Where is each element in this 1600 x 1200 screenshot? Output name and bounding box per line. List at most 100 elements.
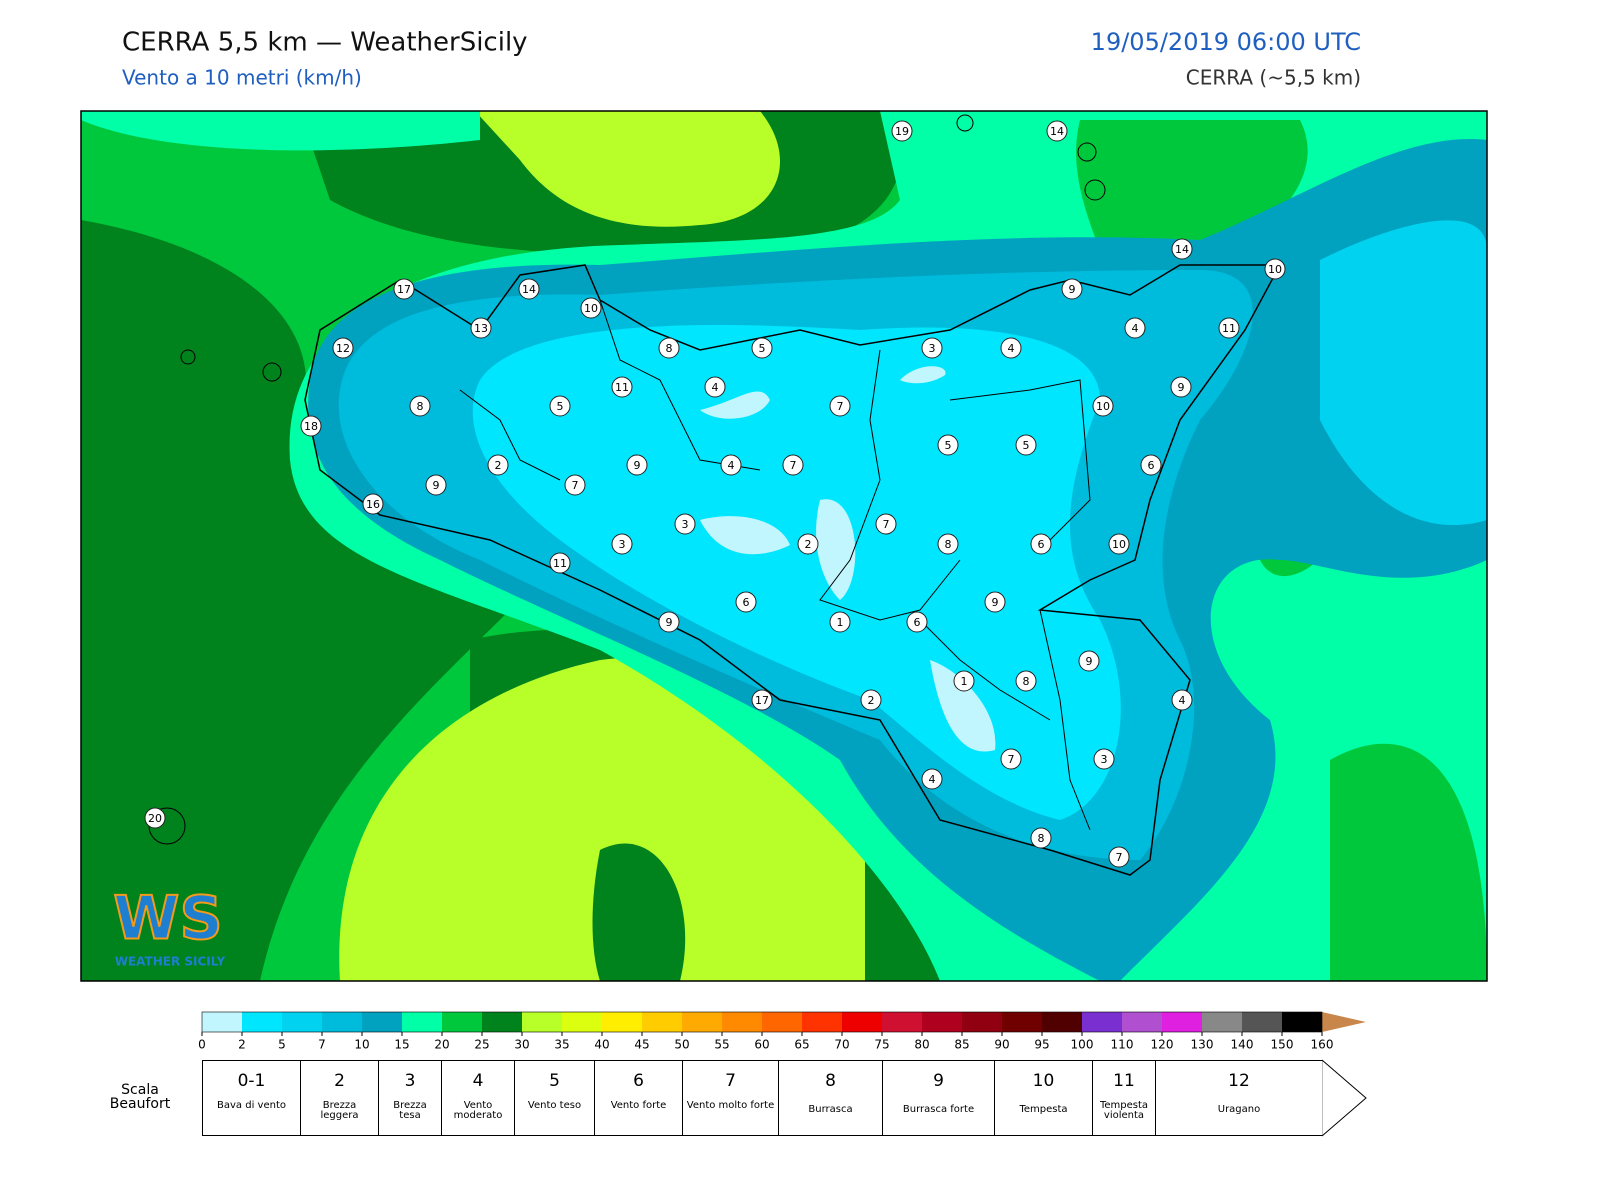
colorbar-tick-label: 90 [994, 1038, 1009, 1052]
beaufort-name: Uragano [1217, 1104, 1261, 1115]
beaufort-name: Brezza tesa [393, 1100, 427, 1121]
station-value: 16 [366, 498, 380, 511]
station-marker [1030, 827, 1052, 849]
station-marker [937, 533, 959, 555]
station-marker [1092, 395, 1114, 417]
station-marker [1124, 317, 1146, 339]
colorbar-segment [1122, 1012, 1162, 1032]
map-frame [80, 110, 1488, 982]
station-marker [611, 376, 633, 398]
station-value: 8 [945, 538, 952, 551]
station-value: 4 [728, 459, 735, 472]
station-marker [704, 376, 726, 398]
beaufort-cell: 10 Tempesta [994, 1060, 1092, 1136]
colorbar-segment [1002, 1012, 1042, 1032]
station-marker [906, 611, 928, 633]
colorbar-tick-label: 5 [278, 1038, 286, 1052]
colorbar-tick-label: 150 [1271, 1038, 1294, 1052]
colorbar-arrow [1322, 1012, 1366, 1032]
colorbar-tick-label: 100 [1071, 1038, 1094, 1052]
station-value: 1 [837, 616, 844, 629]
colorbar-tick-label: 85 [954, 1038, 969, 1052]
station-marker [300, 415, 322, 437]
station-value: 17 [755, 694, 769, 707]
station-marker [751, 689, 773, 711]
station-marker [1093, 748, 1115, 770]
station-value: 7 [572, 479, 579, 492]
station-value: 9 [433, 479, 440, 492]
station-marker [409, 395, 431, 417]
colorbar-segment [922, 1012, 962, 1032]
station-marker [720, 454, 742, 476]
logo-name: WEATHER SICILY [115, 955, 226, 969]
station-marker [470, 317, 492, 339]
station-value: 11 [1222, 322, 1236, 335]
wind-field [81, 111, 1487, 981]
station-value: 5 [759, 342, 766, 355]
beaufort-name: Tempesta [1019, 1104, 1068, 1115]
colorbar-tick-label: 2 [238, 1038, 246, 1052]
station-marker [829, 611, 851, 633]
beaufort-name: Vento teso [527, 1100, 582, 1111]
beaufort-force: 12 [1228, 1071, 1250, 1091]
beaufort-cell: 6 Vento forte [594, 1060, 682, 1136]
station-marker [362, 493, 384, 515]
station-value: 14 [522, 283, 536, 296]
station-value: 4 [1132, 322, 1139, 335]
beaufort-cell: 5 Vento teso [514, 1060, 594, 1136]
colorbar-tick-label: 25 [474, 1038, 489, 1052]
colorbar-tick-label: 15 [394, 1038, 409, 1052]
station-marker [984, 591, 1006, 613]
colorbar-segment [682, 1012, 722, 1032]
station-marker [658, 337, 680, 359]
colorbar-tick-label: 60 [754, 1038, 769, 1052]
station-marker [674, 513, 696, 535]
station-value: 3 [929, 342, 936, 355]
station-value: 7 [837, 400, 844, 413]
station-value: 13 [474, 322, 488, 335]
station-value: 7 [883, 518, 890, 531]
station-marker [1030, 533, 1052, 555]
colorbar-segment [282, 1012, 322, 1032]
beaufort-force: 10 [1032, 1071, 1055, 1091]
station-value: 7 [1008, 753, 1015, 766]
station-value: 12 [336, 342, 350, 355]
beaufort-cell: 3 Brezza tesa [378, 1060, 441, 1136]
colorbar-tick-label: 0 [198, 1038, 206, 1052]
beaufort-cell: 12 Uragano [1155, 1060, 1322, 1136]
station-value: 9 [1178, 381, 1185, 394]
model: CERRA (~5,5 km) [1186, 66, 1361, 90]
station-value: 4 [712, 381, 719, 394]
station-marker [487, 454, 509, 476]
station-value: 6 [1038, 538, 1045, 551]
station-marker [425, 474, 447, 496]
station-marker [1015, 670, 1037, 692]
station-value: 18 [304, 420, 318, 433]
station-marker [626, 454, 648, 476]
station-marker [549, 552, 571, 574]
station-marker [1000, 748, 1022, 770]
station-value: 3 [619, 538, 626, 551]
colorbar-tick-label: 7 [318, 1038, 326, 1052]
station-value: 6 [1148, 459, 1155, 472]
beaufort-name: Vento molto forte [686, 1100, 775, 1111]
colorbar-tick-label: 140 [1231, 1038, 1254, 1052]
station-marker [891, 120, 913, 142]
colorbar-tick-label: 160 [1311, 1038, 1334, 1052]
beaufort-force: 8 [825, 1071, 836, 1091]
beaufort-name: Brezza leggera [320, 1100, 359, 1121]
colorbar-tick-label: 40 [594, 1038, 609, 1052]
station-marker [1108, 533, 1130, 555]
station-value: 5 [945, 439, 952, 452]
colorbar-segment [842, 1012, 882, 1032]
station-marker [393, 278, 415, 300]
station-value: 2 [805, 538, 812, 551]
colorbar-tick-label: 130 [1191, 1038, 1214, 1052]
station-marker [518, 278, 540, 300]
station-marker [658, 611, 680, 633]
beaufort-cell: 7 Vento molto forte [682, 1060, 778, 1136]
colorbar-segment [762, 1012, 802, 1032]
station-value: 1 [961, 675, 968, 688]
colorbar-segment [1042, 1012, 1082, 1032]
